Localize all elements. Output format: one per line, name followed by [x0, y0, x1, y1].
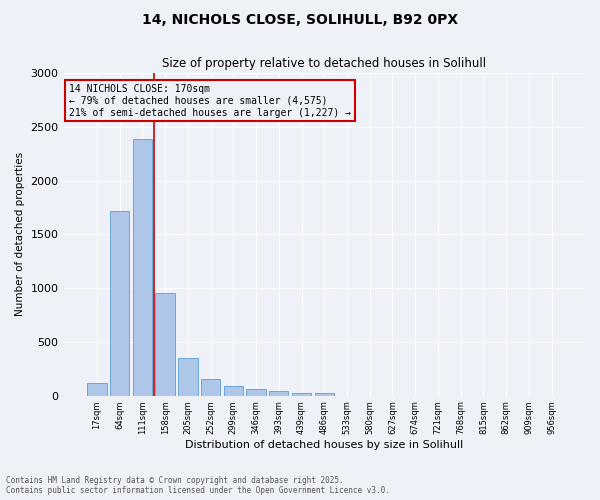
- Bar: [110, 210, 130, 396]
- X-axis label: Distribution of detached houses by size in Solihull: Distribution of detached houses by size …: [185, 440, 463, 450]
- Bar: [87, 382, 107, 396]
- Bar: [178, 358, 197, 396]
- Bar: [133, 138, 152, 396]
- Text: 14, NICHOLS CLOSE, SOLIHULL, B92 0PX: 14, NICHOLS CLOSE, SOLIHULL, B92 0PX: [142, 12, 458, 26]
- Bar: [224, 386, 243, 396]
- Text: Contains HM Land Registry data © Crown copyright and database right 2025.
Contai: Contains HM Land Registry data © Crown c…: [6, 476, 390, 495]
- Y-axis label: Number of detached properties: Number of detached properties: [15, 152, 25, 316]
- Bar: [201, 380, 220, 396]
- Bar: [292, 393, 311, 396]
- Title: Size of property relative to detached houses in Solihull: Size of property relative to detached ho…: [162, 58, 487, 70]
- Bar: [247, 389, 266, 396]
- Bar: [269, 392, 289, 396]
- Bar: [314, 394, 334, 396]
- Bar: [155, 294, 175, 396]
- Text: 14 NICHOLS CLOSE: 170sqm
← 79% of detached houses are smaller (4,575)
21% of sem: 14 NICHOLS CLOSE: 170sqm ← 79% of detach…: [69, 84, 351, 117]
